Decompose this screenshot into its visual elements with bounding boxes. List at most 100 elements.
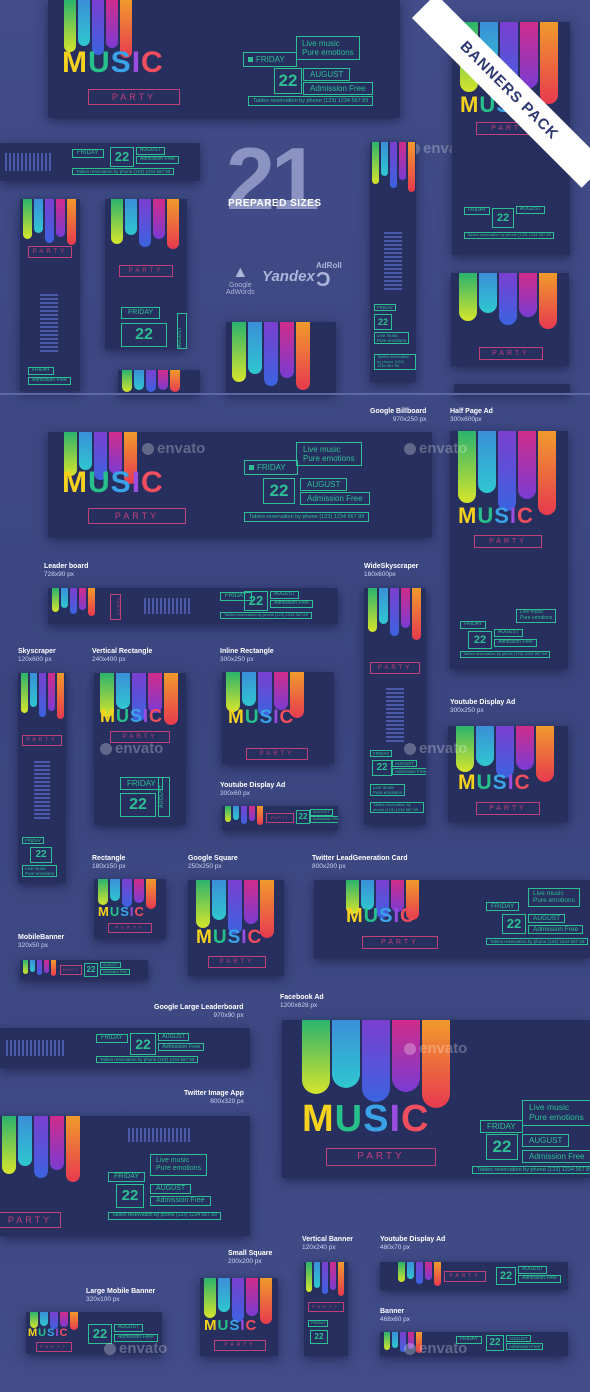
color-bars [21, 673, 66, 719]
august-box: AUGUST [518, 1266, 547, 1274]
envato-watermark: envato [104, 1340, 167, 1357]
admission-box: Admission Free [494, 639, 537, 647]
color-bars [458, 431, 558, 515]
admission-box: Admission Free [136, 156, 179, 164]
admission-box: Admission Feee [114, 1334, 158, 1342]
august-box: AUGUST [300, 478, 348, 492]
friday-box: FRIDAY [96, 1034, 128, 1043]
decor-stripes [128, 1128, 192, 1142]
music-word: MUSIC [100, 706, 164, 726]
color-bars [23, 199, 78, 245]
label-google-large-leaderboard: Google Large Leaderboard 970x90 px [154, 1004, 244, 1020]
admission-box: Admission Free [100, 969, 131, 976]
banner-468: FRIDAY 22 AUGUST Admission Free [380, 1332, 568, 1356]
banner-youtube-display-2: PARTY 22 AUGUST Admission Free [222, 806, 338, 830]
color-bars [368, 588, 423, 640]
party-label: PARTY [326, 1148, 436, 1166]
august-box: AUGUST [392, 760, 417, 768]
google-icon: ▲ [232, 264, 249, 281]
date-box: 22 [486, 1134, 518, 1160]
august-box: AUGUST [506, 1335, 531, 1343]
party-label: PARTY [474, 535, 542, 548]
phone-box: Tables reservation by phone (123) 1234 5… [370, 802, 424, 814]
label-youtube-display-3: Youtube Display Ad 480x70 px [380, 1236, 446, 1252]
section-divider [0, 393, 590, 395]
music-word: MUSIC [302, 1098, 430, 1140]
date-box: 22 [120, 793, 156, 817]
live-music-box: Live music Pure emotions [22, 865, 58, 878]
live-music-box: Live music Pure emotions [370, 784, 406, 797]
banner-top-leader-small [454, 384, 570, 394]
label-google-square: Google Square 250x250 px [188, 855, 238, 871]
music-word: MUSIC [98, 904, 145, 919]
label-banner: Banner 468x60 px [380, 1308, 410, 1324]
date-box: 22 [263, 478, 295, 504]
color-bars [306, 1262, 346, 1296]
admission-box: Admission Free [528, 925, 584, 935]
party-label: PARTY [119, 265, 173, 277]
color-bars [100, 673, 180, 725]
august-box: AUGUST [270, 591, 299, 599]
friday-box: FRIDAY [456, 1336, 482, 1344]
august-box: AUGUST [522, 1134, 570, 1148]
color-bars [98, 879, 158, 909]
banner-twitter-leadgen: MUSIC PARTY Live music Pure emotions FRID… [314, 880, 590, 958]
color-bars [30, 1312, 80, 1330]
music-word: MUSIC [196, 927, 263, 948]
color-bars [302, 1020, 452, 1108]
phone-box: Tables reservation by phone (123) 1234 5… [374, 354, 416, 370]
admission-box: Admission Free [150, 1196, 211, 1207]
label-leader-board: Leader board 728x90 px [44, 563, 89, 579]
party-label: PARTY [308, 1302, 344, 1312]
date-box: 22 [88, 1324, 112, 1344]
admission-box: Admission Free [300, 492, 370, 506]
friday-box: FRIDAY [486, 902, 520, 912]
date-box: 22 [130, 1033, 156, 1055]
party-label: PARTY [479, 347, 543, 360]
august-box: AUGUST [158, 1033, 189, 1042]
date-box: 22 [110, 147, 134, 167]
color-bars [372, 142, 416, 192]
friday-box: FRIDAY [22, 837, 45, 845]
august-box: AUGUST [528, 914, 566, 924]
friday-box: FRIDAY [120, 777, 163, 791]
party-label: PARTY [214, 1340, 266, 1351]
banner-half-page: MUSIC PARTY Live music Pure emotions FRID… [450, 431, 568, 669]
party-label: PARTY [88, 89, 180, 105]
music-word: MUSIC [204, 1317, 258, 1334]
color-bars [23, 960, 58, 976]
color-bars [52, 588, 97, 616]
color-bars [346, 880, 421, 920]
label-google-billboard: Google Billboard 970x250 px [370, 408, 427, 424]
friday-box: FRIDAY [72, 149, 104, 158]
banner-google-large-leaderboard: FRIDAY 22 AUGUST Admission Free Tables r… [0, 1028, 250, 1068]
color-bars [64, 432, 139, 484]
phone-box: Tables reservation by phone (123) 1234 5… [460, 651, 550, 658]
date-box: 22 [374, 314, 392, 330]
envato-watermark: envato [404, 1040, 467, 1057]
party-label: PARTY [60, 965, 82, 975]
party-label: PARTY [370, 662, 420, 674]
adroll-icon: Ɔ [316, 269, 331, 291]
date-box: 22 [496, 1267, 516, 1285]
decor-stripes [40, 294, 58, 354]
decor-stripes [144, 598, 192, 614]
color-bars [2, 1116, 82, 1182]
date-box: 22 [121, 323, 167, 347]
banner-twitter-image-app: PARTY Live music Pure emotions FRIDAY 22 … [0, 1116, 250, 1236]
live-music-box: Live music Pure emotions [528, 888, 580, 907]
banner-wide-skyscraper: PARTY FRIDAY 22 AUGUST Admission Free Li… [364, 588, 426, 825]
envato-watermark: envato [142, 440, 205, 457]
color-bars [232, 322, 312, 390]
phone-box: Tables reservation by phone (123) 1234 5… [108, 1212, 221, 1220]
live-music-box: Live music Pure emotions [296, 36, 360, 61]
music-word: MUSIC [228, 707, 295, 728]
music-word: MUSIC [346, 905, 416, 927]
banner-top-vertical-rectangle: PARTY FRIDAY 22 AUGUST [105, 199, 187, 349]
date-box: 22 [296, 810, 310, 824]
august-box: AUGUST [303, 68, 351, 82]
label-half-page: Half Page Ad 300x600px [450, 408, 493, 424]
party-label: PARTY [36, 1342, 72, 1352]
banner-inline-rectangle: MUSIC PARTY [222, 672, 334, 764]
